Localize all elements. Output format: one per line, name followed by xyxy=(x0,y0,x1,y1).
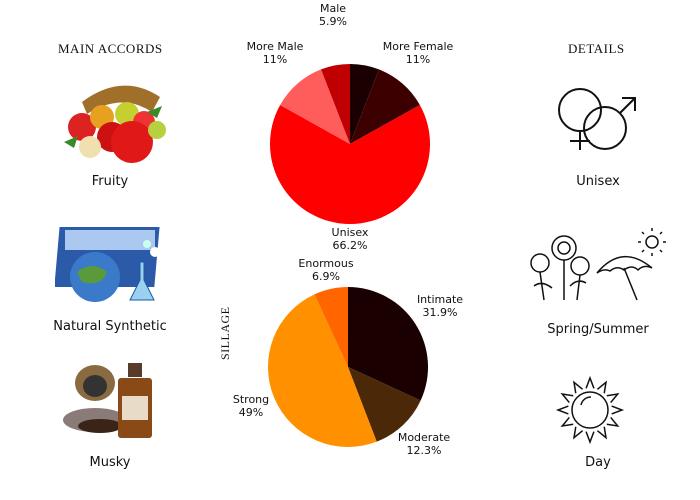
fruit-basket-image xyxy=(64,85,166,163)
pie-slice xyxy=(350,69,420,144)
sun-ray xyxy=(585,431,595,445)
sun-ray xyxy=(606,392,620,404)
sun-ray xyxy=(560,392,574,404)
sun-ray xyxy=(572,380,584,394)
slice-value: 11% xyxy=(405,53,431,66)
accord-musky-label: Musky xyxy=(89,455,131,470)
slice-value: 5.9% xyxy=(319,15,347,28)
slice-name: Unisex xyxy=(331,226,369,239)
earth-flask-image xyxy=(55,227,160,302)
slice-value: 66.2% xyxy=(332,239,368,252)
slice-value: 11% xyxy=(262,53,288,66)
slice-label: Unisex 66.2% xyxy=(332,226,369,252)
accord-natural-synthetic-label: Natural Synthetic xyxy=(53,319,167,334)
pie-slice xyxy=(314,287,348,367)
pie-slice xyxy=(321,64,350,144)
accord-fruity-label: Fruity xyxy=(91,174,129,189)
gender-symbols-icon xyxy=(558,88,636,150)
sillage-title: SILLAGE xyxy=(218,306,232,361)
detail-unisex-label: Unisex xyxy=(576,174,620,189)
sun-ray xyxy=(572,426,584,440)
main-accords-heading: MAIN ACCORDS xyxy=(58,41,163,56)
details-heading: DETAILS xyxy=(568,41,625,56)
slice-value: 31.9% xyxy=(422,306,458,319)
sun-icon xyxy=(555,375,625,445)
slice-name: Enormous xyxy=(298,257,354,270)
detail-day-label: Day xyxy=(585,455,611,470)
slice-value: 6.9% xyxy=(312,270,340,283)
slice-label: Strong 49% xyxy=(233,393,269,419)
flowers-umbrella-icon xyxy=(530,228,666,301)
sun-ray xyxy=(596,380,608,394)
sun-ray xyxy=(555,405,569,415)
slice-label: Enormous 6.9% xyxy=(298,257,353,283)
pie-slice xyxy=(348,367,421,442)
sun-ray xyxy=(606,416,620,428)
slice-name: More Male xyxy=(246,40,304,53)
slice-name: Intimate xyxy=(416,293,464,306)
slice-label: Moderate 12.3% xyxy=(398,431,450,457)
slice-name: Male xyxy=(319,2,347,15)
slice-name: Moderate xyxy=(397,431,451,444)
slice-name: More Female xyxy=(382,40,454,53)
pie-slice xyxy=(270,105,430,224)
detail-season-label: Spring/Summer xyxy=(547,322,649,337)
sun-ray xyxy=(585,375,595,389)
slice-value: 49% xyxy=(238,406,264,419)
slice-label: Male 5.9% xyxy=(319,2,347,28)
slice-label: More Female 11% xyxy=(383,40,454,66)
pie-slice xyxy=(348,287,428,401)
slice-name: Strong xyxy=(232,393,270,406)
sun-ray xyxy=(611,405,625,415)
musk-bottle-image xyxy=(63,363,152,438)
sun-ray xyxy=(596,426,608,440)
sun-ray xyxy=(560,416,574,428)
slice-value: 12.3% xyxy=(406,444,442,457)
slice-label: Intimate 31.9% xyxy=(417,293,463,319)
pie-slice xyxy=(280,69,350,144)
slice-label: More Male 11% xyxy=(247,40,304,66)
pie-slice xyxy=(267,294,377,448)
pie-slice xyxy=(350,64,379,144)
